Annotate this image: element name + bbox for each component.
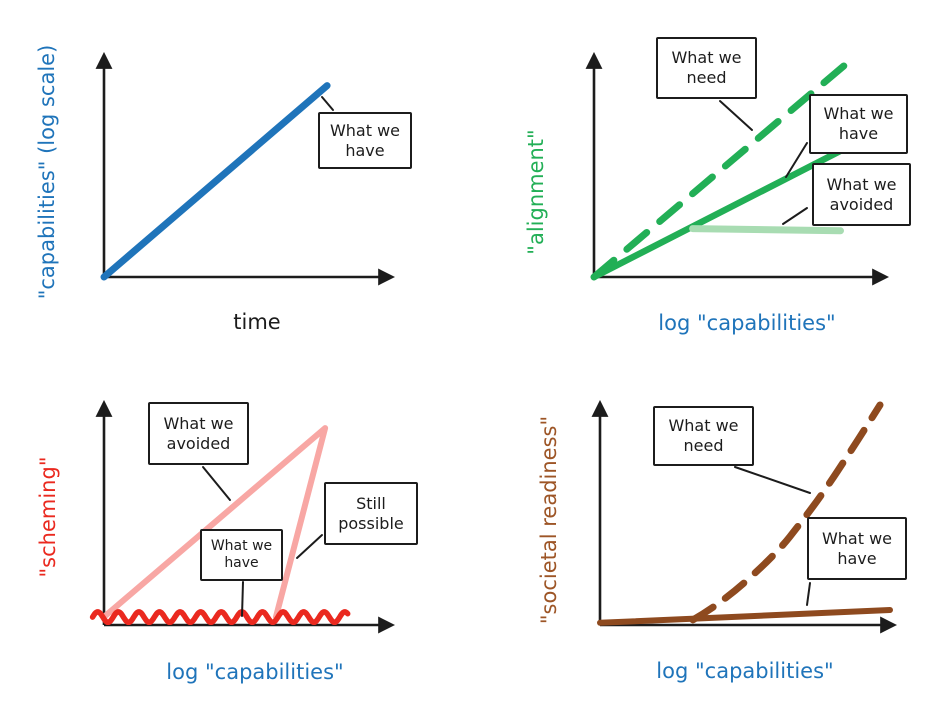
x-axis-label-time: time bbox=[233, 310, 281, 334]
annotation-box-still-possible-scheming: Still possible bbox=[324, 482, 418, 545]
annotation-box-what-we-avoided-alignment: What we avoided bbox=[812, 163, 911, 226]
y-axis-label-societal-readiness: "societal readiness" bbox=[537, 415, 561, 625]
y-axis-label-alignment: "alignment" bbox=[524, 129, 548, 255]
annotation-box-what-we-need-alignment: What we need bbox=[656, 37, 757, 99]
annotation-box-what-we-have-alignment: What we have bbox=[809, 94, 908, 154]
annotation-box-what-we-have-scheming: What we have bbox=[200, 529, 283, 581]
x-axis-label-log-capabilities-bottom-right: log "capabilities" bbox=[656, 659, 834, 683]
annotation-box-what-we-have-capabilities: What we have bbox=[318, 112, 412, 169]
y-axis-label-scheming: "scheming" bbox=[36, 456, 60, 578]
annotation-box-what-we-need-readiness: What we need bbox=[653, 406, 754, 466]
x-axis-label-log-capabilities-top-right: log "capabilities" bbox=[658, 311, 836, 335]
annotation-box-what-we-have-readiness: What we have bbox=[807, 517, 907, 580]
y-axis-label-capabilities: "capabilities" (log scale) bbox=[35, 44, 59, 300]
annotation-box-what-we-avoided-scheming: What we avoided bbox=[148, 402, 249, 465]
x-axis-label-log-capabilities-bottom-left: log "capabilities" bbox=[166, 660, 344, 684]
